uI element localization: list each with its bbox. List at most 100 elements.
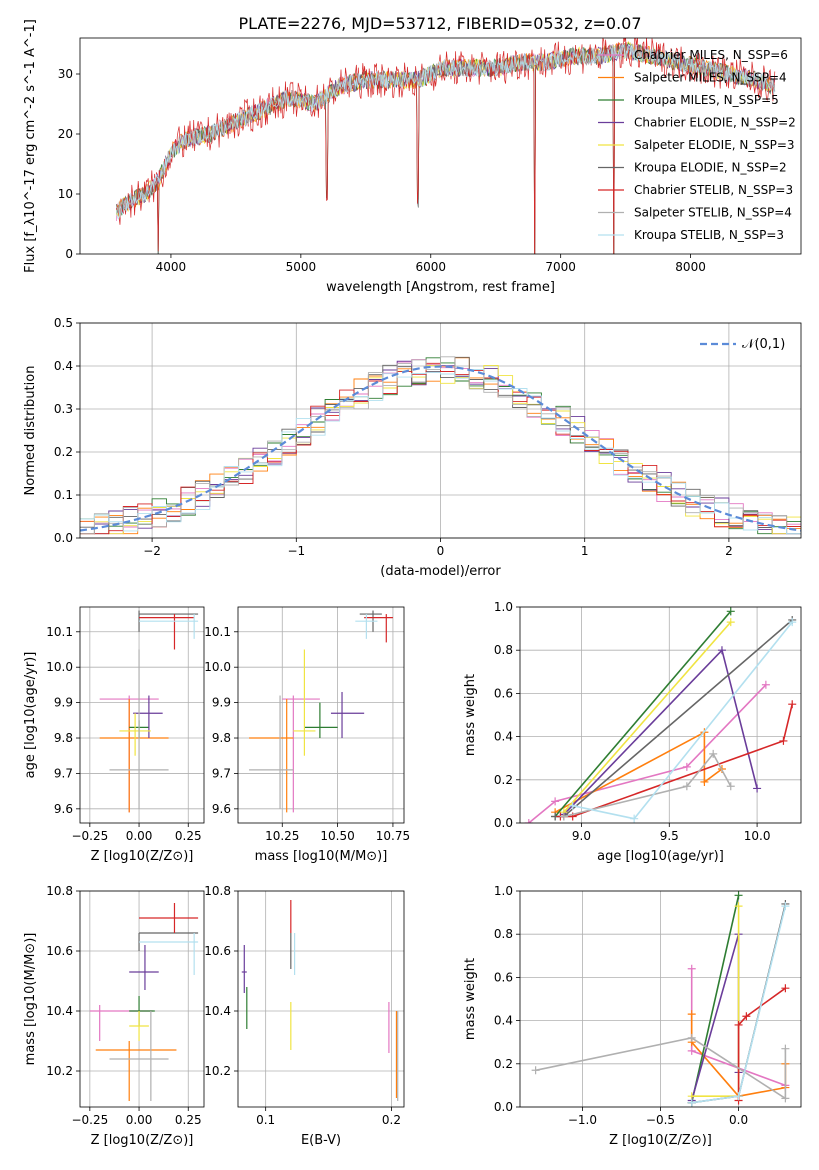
plot-area-mass_vs_Z [89,903,199,1101]
y-axis-label: mass weight [463,958,478,1040]
mass-weight-marker-chabrier_miles [687,964,696,973]
x-tick-label: 10.0 [744,829,771,843]
x-tick-label: 10.50 [320,829,354,843]
mass-weight-marker-chabrier_elodie [717,646,726,655]
mass-weight-marker-kroupa_stelib [781,902,790,911]
panel-mass_weight_vs_age: 9.0 9.5 10.0 0.0 0.2 0.4 0.6 0.8 1.0 age [log10(a… [463,600,802,864]
y-tick-label: 9.8 [212,731,231,745]
y-tick-label: 0.0 [494,1100,513,1114]
x-tick-label: −1 [287,544,305,558]
mass-weight-marker-kroupa_stelib [630,814,639,823]
x-tick-label: 0.25 [175,1113,202,1127]
legend-label-salpeter_stelib: Salpeter STELIB, N_SSP=4 [634,206,792,220]
x-tick-label: 6000 [415,260,446,274]
mass-weight-marker-chabrier_stelib [779,736,788,745]
mass-weight-line-chabrier_elodie [690,933,740,1101]
mass-weight-marker-salpeter_miles [687,1010,696,1019]
histogram-kroupa_elodie [80,356,801,535]
panel-mass_vs_ebv: 0.1 0.2 10.2 10.4 10.6 10.8 E(B-V) [204,884,405,1148]
legend-label-kroupa_elodie: Kroupa ELODIE, N_SSP=2 [634,161,787,175]
mass-weight-marker-salpeter_stelib [559,812,568,821]
x-tick-label: 0.0 [729,1113,748,1127]
x-tick-label: 9.0 [572,829,591,843]
legend-label-salpeter_elodie: Salpeter ELODIE, N_SSP=3 [634,138,795,152]
y-tick-label: 10.4 [46,1004,73,1018]
x-tick-label: 2 [725,544,733,558]
mass-weight-marker-chabrier_stelib [788,700,797,709]
mass-weight-line-chabrier_miles [528,684,767,823]
x-tick-label: 10.25 [265,829,299,843]
y-axis-label: mass [log10(M/M⊙)] [23,933,38,1066]
axes-frame [237,606,405,824]
panel-age_vs_mass: 10.25 10.50 10.75 9.6 9.7 9.8 9.9 10.0 10.1 mass … [204,606,410,864]
y-axis-label: Flux [f_λ10^-17 erg cm^-2 s^-1 A^-1] [23,19,38,273]
y-tick-label: 10.8 [46,884,73,898]
y-tick-label: 10.0 [46,660,73,674]
spectrum-line-kroupa_stelib [116,43,776,221]
axes-frame [79,890,205,1108]
mass-weight-marker-chabrier_miles [551,797,560,806]
x-tick-label: 5000 [286,260,317,274]
x-tick-label: −1.0 [568,1113,597,1127]
mass-weight-line-salpeter_stelib [535,1037,787,1100]
y-tick-label: 0.2 [494,773,513,787]
y-tick-label: 9.7 [54,766,73,780]
y-tick-label: 0.8 [494,643,513,657]
legend-label-chabrier_stelib: Chabrier STELIB, N_SSP=3 [634,183,793,197]
x-tick-label: 0.25 [175,829,202,843]
mass-weight-marker-salpeter_stelib [682,782,691,791]
x-tick-label: 0.00 [126,1113,153,1127]
y-tick-label: 0.0 [54,531,73,545]
y-tick-label: 10.8 [204,884,231,898]
y-tick-label: 9.9 [54,696,73,710]
mass-weight-marker-chabrier_miles [761,680,770,689]
legend-label-chabrier_miles: Chabrier MILES, N_SSP=6 [634,48,788,62]
x-tick-label: 8000 [675,260,706,274]
mass-weight-marker-kroupa_miles [726,607,735,616]
legend-label-kroupa_miles: Kroupa MILES, N_SSP=5 [634,93,779,107]
legend-label-normal: 𝒩(0,1) [742,337,785,352]
y-tick-label: 0.1 [54,488,73,502]
y-tick-label: 10.2 [204,1064,231,1078]
mass-weight-marker-salpeter_stelib [687,1033,696,1042]
y-tick-label: 9.6 [54,802,73,816]
legend-label-kroupa_stelib: Kroupa STELIB, N_SSP=3 [634,228,784,242]
y-tick-label: 0.5 [54,316,73,330]
y-tick-label: 10.1 [46,625,73,639]
x-tick-label: 0 [437,544,445,558]
y-tick-label: 0 [65,247,73,261]
y-axis-label: mass weight [463,674,478,756]
figure-title: PLATE=2276, MJD=53712, FIBERID=0532, z=0… [238,14,641,33]
y-tick-label: 10.4 [204,1004,231,1018]
y-tick-label: 0.8 [494,927,513,941]
plot-area-spectrum [116,38,776,254]
plot-area-residuals [80,356,801,535]
y-tick-label: 10.6 [46,944,73,958]
mass-weight-marker-kroupa_stelib [687,1098,696,1107]
y-tick-label: 9.7 [212,766,231,780]
x-tick-label: 0.00 [126,829,153,843]
panel-residuals: −2 −1 0 1 2 0.0 0.1 0.2 0.3 0.4 0.5 (data-model)/er… [23,316,802,579]
mass-weight-marker-salpeter_stelib [726,782,735,791]
mass-weight-marker-salpeter_elodie [734,902,743,911]
y-tick-label: 9.6 [212,802,231,816]
mass-weight-marker-kroupa_stelib [788,618,797,627]
mass-weight-marker-kroupa_stelib [734,1092,743,1101]
y-tick-label: 10.6 [204,944,231,958]
spectrum-line-salpeter_stelib [116,43,776,218]
x-tick-label: −0.5 [646,1113,675,1127]
y-tick-label: 0.6 [494,970,513,984]
mass-weight-marker-chabrier_miles [524,819,533,823]
y-tick-label: 0.4 [54,359,73,373]
y-tick-label: 0.2 [494,1057,513,1071]
mass-weight-marker-chabrier_stelib [781,984,790,993]
histogram-kroupa_stelib [80,369,801,535]
y-axis-label: Normed distribution [23,366,38,496]
x-tick-label: 0.2 [382,1113,401,1127]
x-tick-label: −0.25 [71,829,108,843]
x-tick-label: 10.75 [376,829,410,843]
panel-mass_vs_Z: −0.25 0.00 0.25 10.2 10.4 10.6 10.8 Z [log10(Z/… [23,884,205,1148]
plot-area-age_vs_Z [99,610,199,813]
